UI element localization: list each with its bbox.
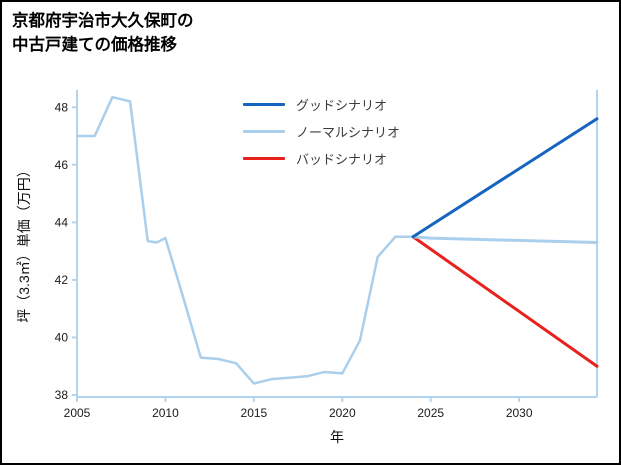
y-tick-label: 48 — [55, 100, 69, 114]
chart-legend: グッドシナリオ ノーマルシナリオ バッドシナリオ — [243, 91, 400, 172]
x-tick-label: 2010 — [152, 406, 179, 420]
x-tick-label: 2020 — [329, 406, 356, 420]
x-tick-label: 2030 — [506, 406, 533, 420]
legend-swatch-good-scenario — [243, 103, 285, 106]
x-tick-label: 2025 — [417, 406, 444, 420]
y-axis-label: 坪（3.3㎡）単価（万円） — [16, 163, 32, 323]
chart-title-line1: 京都府宇治市大久保町の — [12, 12, 194, 30]
y-tick-label: 40 — [55, 330, 69, 344]
legend-item-good-scenario: グッドシナリオ — [243, 91, 400, 118]
series-line-normal-scenario — [411, 235, 599, 244]
series-line-historical — [75, 95, 415, 385]
x-axis-label: 年 — [330, 429, 344, 445]
legend-label-bad-scenario: バッドシナリオ — [296, 152, 388, 167]
legend-label-good-scenario: グッドシナリオ — [296, 98, 388, 113]
y-tick-label: 42 — [55, 273, 69, 287]
y-tick-label: 38 — [55, 388, 69, 402]
legend-swatch-normal-scenario — [243, 130, 285, 133]
y-tick-label: 46 — [55, 158, 69, 172]
x-tick-label: 2015 — [241, 406, 268, 420]
series-line-good-scenario — [411, 117, 599, 239]
x-tick-label: 2005 — [64, 406, 91, 420]
legend-swatch-bad-scenario — [243, 157, 285, 160]
legend-item-bad-scenario: バッドシナリオ — [243, 145, 400, 172]
chart-title: 京都府宇治市大久保町の 中古戸建ての価格推移 — [12, 10, 194, 58]
y-tick-label: 44 — [55, 215, 69, 229]
chart-title-line2: 中古戸建ての価格推移 — [12, 35, 177, 54]
legend-label-normal-scenario: ノーマルシナリオ — [296, 125, 401, 140]
legend-item-normal-scenario: ノーマルシナリオ — [243, 118, 400, 145]
series-line-bad-scenario — [411, 235, 599, 368]
